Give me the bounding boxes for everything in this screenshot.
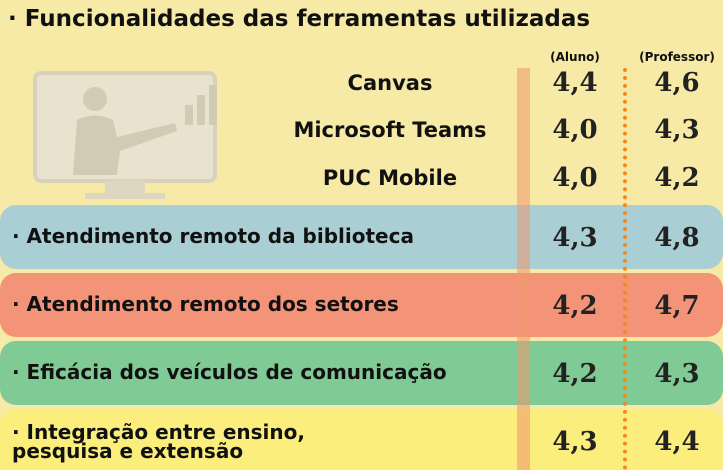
aluno-score: 4,3 [525, 223, 625, 253]
aluno-score: 4,2 [525, 291, 625, 321]
column-header: (Aluno) [525, 50, 625, 64]
tool-label: Canvas [240, 71, 540, 95]
row-label: · Integração entre ensino, pesquisa e ex… [12, 423, 412, 461]
professor-score: 4,3 [627, 359, 723, 389]
slide: · Funcionalidades das ferramentas utiliz… [0, 0, 723, 470]
aluno-score: 4,4 [525, 68, 625, 98]
tool-label: Microsoft Teams [240, 118, 540, 142]
tool-label: PUC Mobile [240, 166, 540, 190]
aluno-score: 4,0 [525, 163, 625, 193]
professor-score: 4,7 [627, 291, 723, 321]
professor-score: 4,2 [627, 163, 723, 193]
professor-score: 4,6 [627, 68, 723, 98]
professor-score: 4,3 [627, 115, 723, 145]
aluno-score: 4,2 [525, 359, 625, 389]
row-label: · Atendimento remoto da biblioteca [12, 227, 512, 246]
presenter-icon [25, 65, 240, 205]
aluno-score: 4,0 [525, 115, 625, 145]
professor-score: 4,4 [627, 427, 723, 457]
column-header: (Professor) [627, 50, 723, 64]
row-label: · Atendimento remoto dos setores [12, 295, 512, 314]
row-label: · Eficácia dos veículos de comunicação [12, 363, 512, 382]
professor-score: 4,8 [627, 223, 723, 253]
aluno-score: 4,3 [525, 427, 625, 457]
title: · Funcionalidades das ferramentas utiliz… [8, 6, 590, 32]
